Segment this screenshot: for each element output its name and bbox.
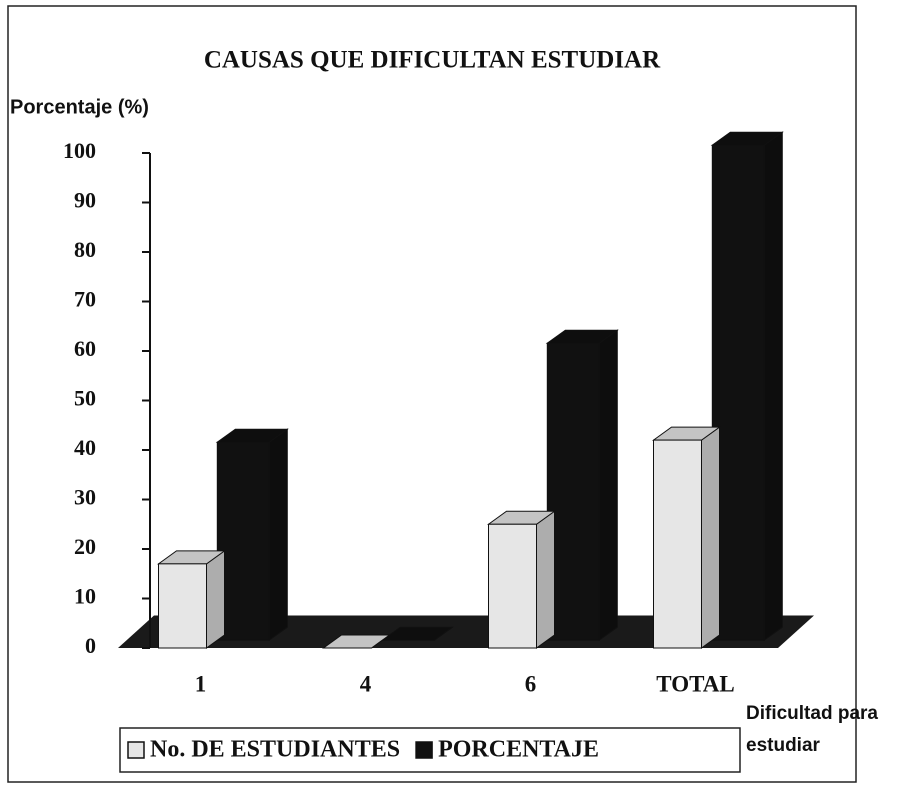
legend-label: PORCENTAJE (438, 737, 599, 763)
bar (710, 131, 784, 642)
legend-label: No. DE ESTUDIANTES (150, 737, 400, 763)
bar-front (711, 144, 765, 641)
bar-side (598, 329, 618, 642)
bar-front (546, 342, 600, 641)
bar-front (488, 523, 537, 649)
bar-front (653, 439, 702, 649)
bar-side (206, 549, 225, 649)
bar (321, 634, 392, 649)
bar-side (763, 131, 783, 642)
bar (156, 549, 227, 649)
legend-swatch (127, 741, 145, 759)
bar-front (216, 441, 270, 641)
x-tick-label: 6 (525, 671, 537, 696)
bar-front (158, 563, 207, 649)
chart-border (7, 5, 857, 783)
y-tick-label: 30 (74, 485, 96, 510)
legend-box (119, 727, 741, 773)
y-tick-label: 10 (74, 584, 96, 609)
bar (651, 426, 722, 649)
legend-swatch (415, 741, 433, 759)
bar-side (268, 428, 288, 642)
x-tick-label: TOTAL (656, 671, 734, 696)
y-tick-label: 40 (74, 435, 96, 460)
chart-title: CAUSAS QUE DIFICULTAN ESTUDIAR (204, 47, 661, 74)
y-axis-label: Porcentaje (%) (10, 96, 149, 118)
bar-side (536, 510, 555, 649)
bar (380, 626, 454, 641)
bar (215, 428, 289, 642)
x-tick-label: 4 (360, 671, 372, 696)
x-axis-label: Dificultad para estudiar (746, 703, 878, 756)
y-tick-label: 0 (85, 633, 96, 658)
floor (118, 615, 814, 648)
y-tick-label: 50 (74, 386, 96, 411)
y-tick-label: 90 (74, 188, 96, 213)
y-tick-label: 70 (74, 287, 96, 312)
x-tick-label: 1 (195, 671, 207, 696)
bar-top (380, 626, 454, 641)
bar (486, 510, 557, 649)
y-tick-label: 80 (74, 237, 96, 262)
bar-side (701, 426, 720, 649)
y-tick-label: 20 (74, 534, 96, 559)
bar-top (321, 634, 392, 649)
y-tick-label: 60 (74, 336, 96, 361)
bar (545, 329, 619, 642)
y-tick-label: 100 (63, 138, 96, 163)
